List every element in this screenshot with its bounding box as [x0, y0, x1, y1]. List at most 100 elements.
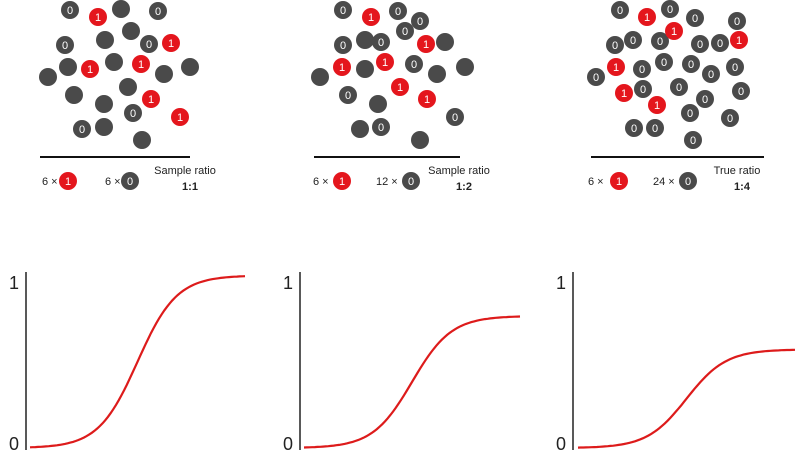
zeros-count-label: 6 ×: [105, 176, 121, 188]
ball-label: 0: [155, 6, 161, 18]
ball-label: 0: [395, 6, 401, 18]
ball-label: 1: [613, 62, 619, 74]
ball-circle: [372, 118, 390, 136]
ball-circle: [140, 35, 158, 53]
ball-label: 0: [661, 57, 667, 69]
ball-circle: [732, 82, 750, 100]
ball-one: 1: [730, 31, 748, 49]
ball-label: 1: [177, 112, 183, 124]
zeros-count-label: 24 ×: [653, 176, 675, 188]
ball-circle: [648, 96, 666, 114]
ball-circle: [389, 2, 407, 20]
ball-circle: [334, 1, 352, 19]
ball-one: 1: [638, 8, 656, 26]
ball-zero: [112, 0, 130, 18]
ball-one: 1: [171, 108, 189, 126]
ball-zero: 0: [721, 109, 739, 127]
ball-label: 0: [640, 84, 646, 96]
ball-zero: [96, 31, 114, 49]
ball-label: 1: [168, 38, 174, 50]
ball-zero: 0: [646, 119, 664, 137]
ball-circle: [681, 104, 699, 122]
ball-zero: 0: [686, 9, 704, 27]
ball-zero: 0: [625, 119, 643, 137]
ball-zero: 0: [726, 58, 744, 76]
legend-ball-circle: [333, 172, 351, 190]
ball-zero: 0: [702, 65, 720, 83]
ball-one: 1: [665, 22, 683, 40]
ball-label: 0: [402, 26, 408, 38]
ball-circle: [95, 118, 113, 136]
ratio-value: 1:1: [182, 181, 198, 193]
ball-zero: 0: [372, 33, 390, 51]
ball-label: 0: [593, 72, 599, 84]
ratio-value: 1:2: [456, 181, 472, 193]
ball-circle: [369, 95, 387, 113]
ball-zero: 0: [56, 36, 74, 54]
legend-ball-zero: 0: [679, 172, 697, 190]
ball-zero: 0: [73, 120, 91, 138]
ball-circle: [726, 58, 744, 76]
ball-one: 1: [333, 58, 351, 76]
ball-zero: 0: [624, 31, 642, 49]
ball-zero: [122, 22, 140, 40]
ball-label: 0: [130, 108, 136, 120]
ball-circle: [362, 8, 380, 26]
ball-zero: [65, 86, 83, 104]
ball-label: 0: [631, 123, 637, 135]
ball-circle: [634, 80, 652, 98]
ball-label: 0: [708, 69, 714, 81]
ball-circle: [81, 60, 99, 78]
ball-circle: [682, 55, 700, 73]
ball-zero: 0: [681, 104, 699, 122]
ball-circle: [728, 12, 746, 30]
ball-circle: [356, 60, 374, 78]
ball-zero: [133, 131, 151, 149]
ball-label: 1: [148, 94, 154, 106]
legend-ball-one: 1: [333, 172, 351, 190]
legend-ball-zero: 0: [402, 172, 420, 190]
ball-label: 0: [79, 124, 85, 136]
ball-zero: [369, 95, 387, 113]
ball-circle: [119, 78, 137, 96]
ball-label: 0: [617, 5, 623, 17]
ball-circle: [95, 95, 113, 113]
ball-zero: 0: [411, 12, 429, 30]
ball-label: 0: [411, 59, 417, 71]
ball-zero: 0: [684, 131, 702, 149]
ball-zero: 0: [633, 60, 651, 78]
legend-ball-label: 1: [616, 176, 622, 188]
ball-circle: [356, 31, 374, 49]
ball-circle: [651, 32, 669, 50]
ball-circle: [133, 131, 151, 149]
ball-label: 1: [382, 57, 388, 69]
ball-label: 1: [654, 100, 660, 112]
ball-circle: [684, 131, 702, 149]
ball-circle: [65, 86, 83, 104]
ball-one: 1: [132, 55, 150, 73]
ball-zero: [356, 60, 374, 78]
ball-zero: 0: [334, 36, 352, 54]
ball-zero: 0: [732, 82, 750, 100]
ball-circle: [391, 78, 409, 96]
legend-ball-label: 0: [685, 176, 691, 188]
ball-one: 1: [376, 53, 394, 71]
ball-label: 0: [667, 4, 673, 16]
ones-count-label: 6 ×: [42, 176, 58, 188]
ball-label: 1: [644, 12, 650, 24]
ball-zero: 0: [389, 2, 407, 20]
ball-label: 1: [339, 62, 345, 74]
ball-zero: [428, 65, 446, 83]
ball-circle: [624, 31, 642, 49]
ball-circle: [96, 31, 114, 49]
legend-ball-label: 1: [65, 176, 71, 188]
ball-zero: 0: [587, 68, 605, 86]
ball-circle: [655, 53, 673, 71]
ball-zero: [155, 65, 173, 83]
ball-zero: 0: [711, 34, 729, 52]
legend-ball-circle: [402, 172, 420, 190]
